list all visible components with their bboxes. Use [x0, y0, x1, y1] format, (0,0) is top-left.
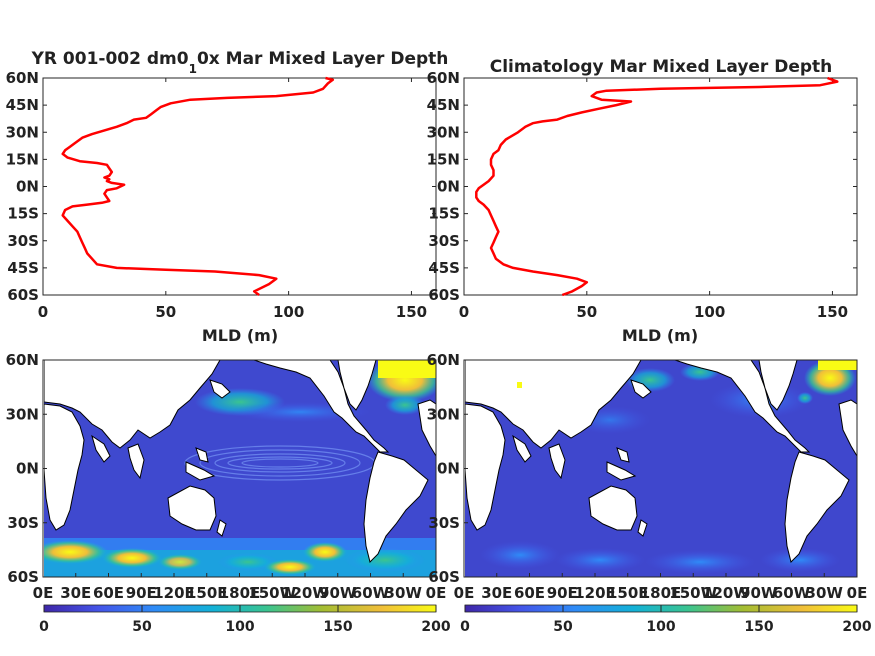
lon-tick-label: 30W [385, 584, 423, 602]
lon-tick-label: 90E [547, 584, 578, 602]
y-tick-label: 15N [427, 150, 460, 168]
lon-tick-label: 150E [186, 584, 228, 602]
chart-title-model: YR 001-002 dm010x Mar Mixed Layer Depth [31, 49, 449, 76]
land-mask [44, 360, 436, 563]
mld-profile-line [61, 76, 335, 297]
y-tick-label: 30N [427, 123, 460, 141]
colorbar-model: 0 50 100 150 200 [39, 604, 451, 635]
lon-tick-label: 90W [740, 584, 778, 602]
plot-frame [463, 77, 858, 296]
x-tick-label: 0 [38, 303, 48, 321]
y-tick-label: 45N [427, 96, 460, 114]
colorbar-tick-label: 150 [744, 619, 773, 635]
lat-tick-label: 0N [437, 460, 460, 478]
lon-tick-label: 120W [281, 584, 329, 602]
mld-profile-line [475, 76, 839, 297]
y-tick-label: 60S [428, 286, 460, 304]
y-tick-label: 60S [7, 286, 39, 304]
lon-tick-label: 90W [319, 584, 357, 602]
y-tick-label: 0N [16, 178, 39, 196]
x-tick-label: 150 [817, 303, 848, 321]
lat-tick-label: 0N [16, 460, 39, 478]
y-tick-label: 60N [427, 69, 460, 87]
y-tick-label: 15N [6, 150, 39, 168]
lat-tick-label: 60N [427, 351, 460, 369]
x-tick-label: 50 [155, 303, 176, 321]
y-tick-label: 45S [7, 259, 39, 277]
y-tick-label: 45N [6, 96, 39, 114]
lon-tick-label: 150W [669, 584, 717, 602]
profile-panel-model: YR 001-002 dm010x Mar Mixed Layer Depth … [6, 49, 449, 345]
lon-tick-label: 0E [426, 584, 447, 602]
lat-tick-label: 60S [428, 568, 460, 586]
lon-tick-label: 0E [847, 584, 868, 602]
y-tick-label: 0N [437, 178, 460, 196]
lat-tick-label: 60S [7, 568, 39, 586]
mld-map-field [44, 360, 436, 577]
x-tick-label: 100 [273, 303, 304, 321]
lon-tick-label: 0E [33, 584, 54, 602]
plot-frame [42, 77, 437, 296]
profile-panel-climatology: Climatology Mar Mixed Layer Depth 0 50 100… [427, 57, 858, 345]
lon-tick-label: 30W [806, 584, 844, 602]
y-tick-label: 15S [7, 205, 39, 223]
y-tick-label: 45S [428, 259, 460, 277]
x-axis-label: MLD (m) [622, 326, 698, 345]
lon-tick-label: 90E [126, 584, 157, 602]
x-tick-label: 100 [694, 303, 725, 321]
lon-tick-label: 180E [640, 584, 682, 602]
lon-tick-label: 180E [219, 584, 261, 602]
lon-tick-label: 120W [702, 584, 750, 602]
colorbar-tick-label: 0 [39, 619, 49, 635]
lon-tick-label: 60E [93, 584, 124, 602]
lon-tick-label: 30E [60, 584, 91, 602]
colorbar-climatology: 0 50 100 150 200 [460, 604, 872, 635]
x-tick-label: 0 [459, 303, 469, 321]
lon-tick-label: 150E [607, 584, 649, 602]
colorbar-tick-label: 200 [421, 619, 450, 635]
y-tick-label: 60N [6, 69, 39, 87]
lat-tick-label: 30S [7, 514, 39, 532]
lon-tick-label: 150W [248, 584, 296, 602]
colorbar-tick-label: 200 [842, 619, 871, 635]
x-tick-label: 150 [396, 303, 427, 321]
lon-tick-label: 30E [481, 584, 512, 602]
land-mask [465, 360, 857, 563]
y-tick-label: 15S [428, 205, 460, 223]
colorbar-tick-label: 150 [323, 619, 352, 635]
y-tick-label: 30N [6, 123, 39, 141]
colorbar-tick-label: 50 [132, 619, 152, 635]
lon-tick-label: 0E [454, 584, 475, 602]
colorbar-tick-label: 0 [460, 619, 470, 635]
lat-tick-label: 60N [6, 351, 39, 369]
colorbar-tick-label: 50 [553, 619, 573, 635]
lon-tick-label: 60W [352, 584, 390, 602]
colorbar-tick-label: 100 [646, 619, 675, 635]
lon-tick-label: 60E [514, 584, 545, 602]
y-tick-label: 30S [428, 232, 460, 250]
lat-tick-label: 30S [428, 514, 460, 532]
lon-tick-label: 120E [153, 584, 195, 602]
colorbar-tick-label: 100 [225, 619, 254, 635]
y-tick-label: 30S [7, 232, 39, 250]
x-axis-label: MLD (m) [202, 326, 278, 345]
x-tick-label: 50 [576, 303, 597, 321]
lon-tick-label: 120E [574, 584, 616, 602]
lon-tick-label: 60W [773, 584, 811, 602]
lat-tick-label: 30N [6, 405, 39, 423]
lat-tick-label: 30N [427, 405, 460, 423]
mld-map-field [465, 360, 857, 577]
chart-title-climatology: Climatology Mar Mixed Layer Depth [490, 57, 833, 77]
